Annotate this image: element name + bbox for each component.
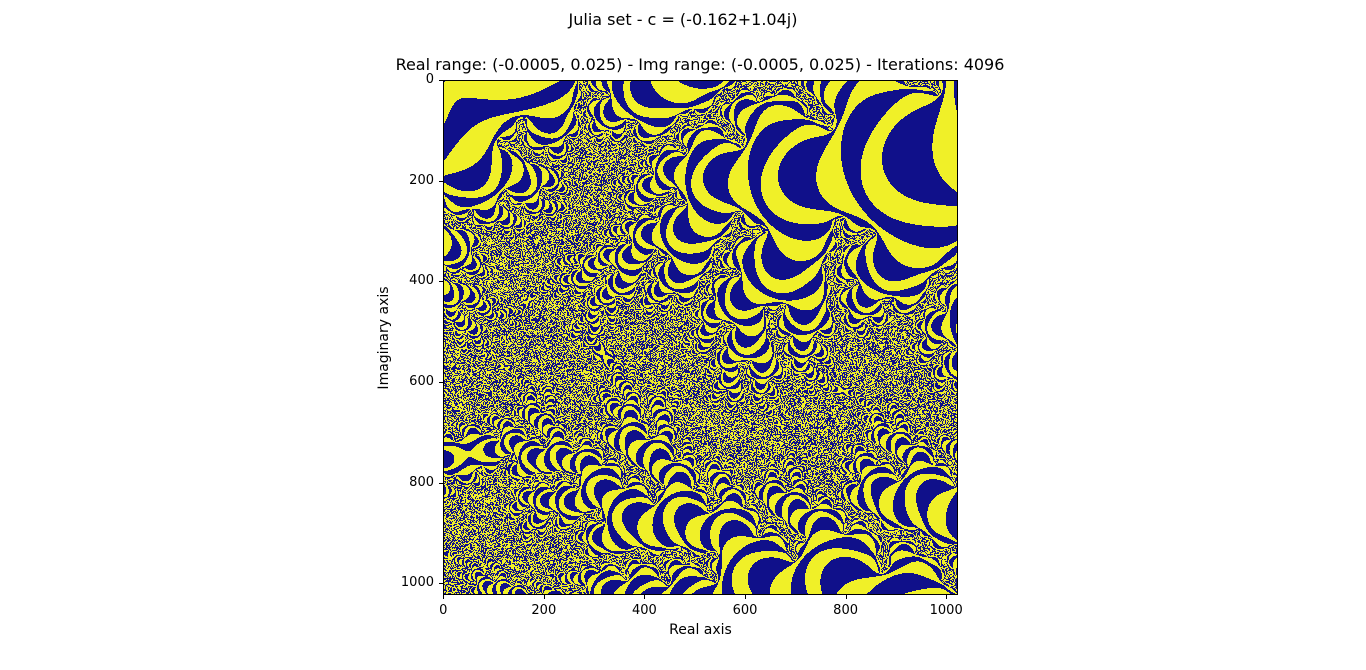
axes-title: Real range: (-0.0005, 0.025) - Img range… <box>395 55 1005 74</box>
y-tick-label: 1000 <box>400 575 434 591</box>
x-tick-mark <box>946 595 948 599</box>
x-tick-mark <box>543 595 545 599</box>
y-tick-mark <box>439 281 443 283</box>
x-tick-mark <box>845 595 847 599</box>
y-tick-mark <box>439 482 443 484</box>
y-tick-mark <box>439 180 443 182</box>
x-axis-label: Real axis <box>669 622 732 638</box>
y-tick-mark <box>439 382 443 383</box>
y-tick-label: 0 <box>425 72 434 88</box>
y-tick-label: 200 <box>409 172 434 188</box>
x-tick-mark <box>745 595 746 599</box>
figure-suptitle: Julia set - c = (-0.162+1.04j) <box>568 10 798 29</box>
x-tick-mark <box>644 595 646 599</box>
y-tick-label: 600 <box>409 374 434 389</box>
x-tick-label: 1000 <box>929 603 963 618</box>
x-tick-label: 600 <box>732 603 758 618</box>
y-tick-label: 800 <box>409 474 434 490</box>
x-tick-label: 200 <box>531 603 557 618</box>
y-axis-label: Imaginary axis <box>376 286 392 390</box>
y-tick-label: 400 <box>409 273 434 289</box>
y-tick-mark <box>439 583 443 585</box>
x-tick-label: 0 <box>439 603 448 618</box>
x-tick-label: 800 <box>833 603 858 618</box>
x-tick-mark <box>443 595 445 599</box>
y-tick-mark <box>439 80 443 82</box>
plot-area <box>443 80 958 595</box>
julia-set-image <box>443 80 958 595</box>
x-tick-label: 400 <box>632 603 657 618</box>
